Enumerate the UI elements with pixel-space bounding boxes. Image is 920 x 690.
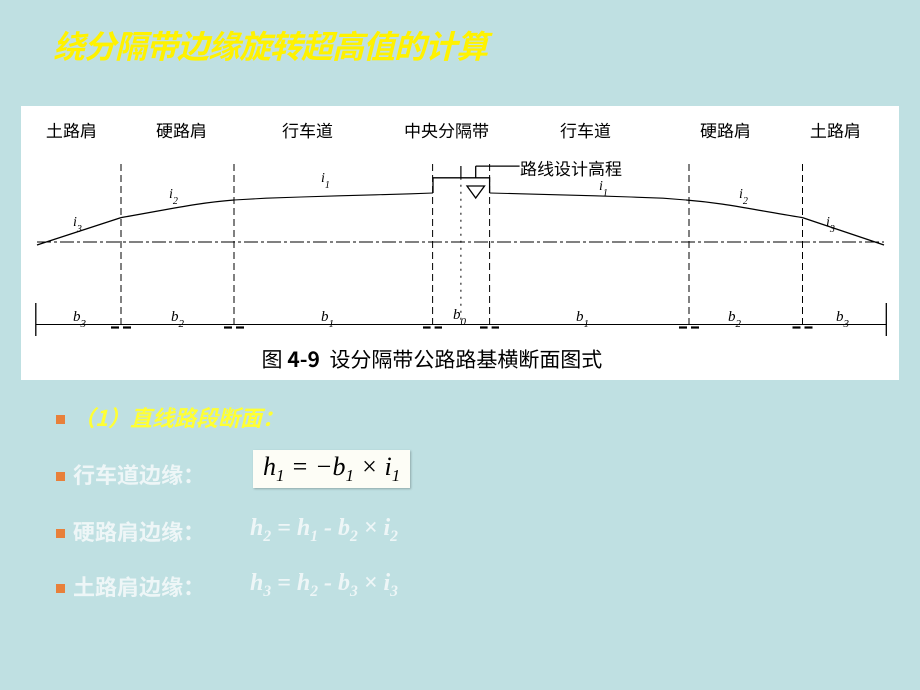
svg-text:b1: b1 [321, 309, 334, 330]
svg-text:i2: i2 [739, 187, 748, 207]
svg-text:b1: b1 [576, 309, 589, 330]
svg-text:b2: b2 [728, 309, 742, 330]
svg-text:b3: b3 [73, 309, 87, 330]
svg-text:i3: i3 [73, 215, 82, 235]
svg-text:b3: b3 [836, 309, 850, 330]
svg-text:i3: i3 [826, 215, 835, 235]
svg-text:i1: i1 [321, 171, 330, 191]
svg-text:b2: b2 [171, 309, 185, 330]
svg-text:i2: i2 [169, 187, 178, 207]
